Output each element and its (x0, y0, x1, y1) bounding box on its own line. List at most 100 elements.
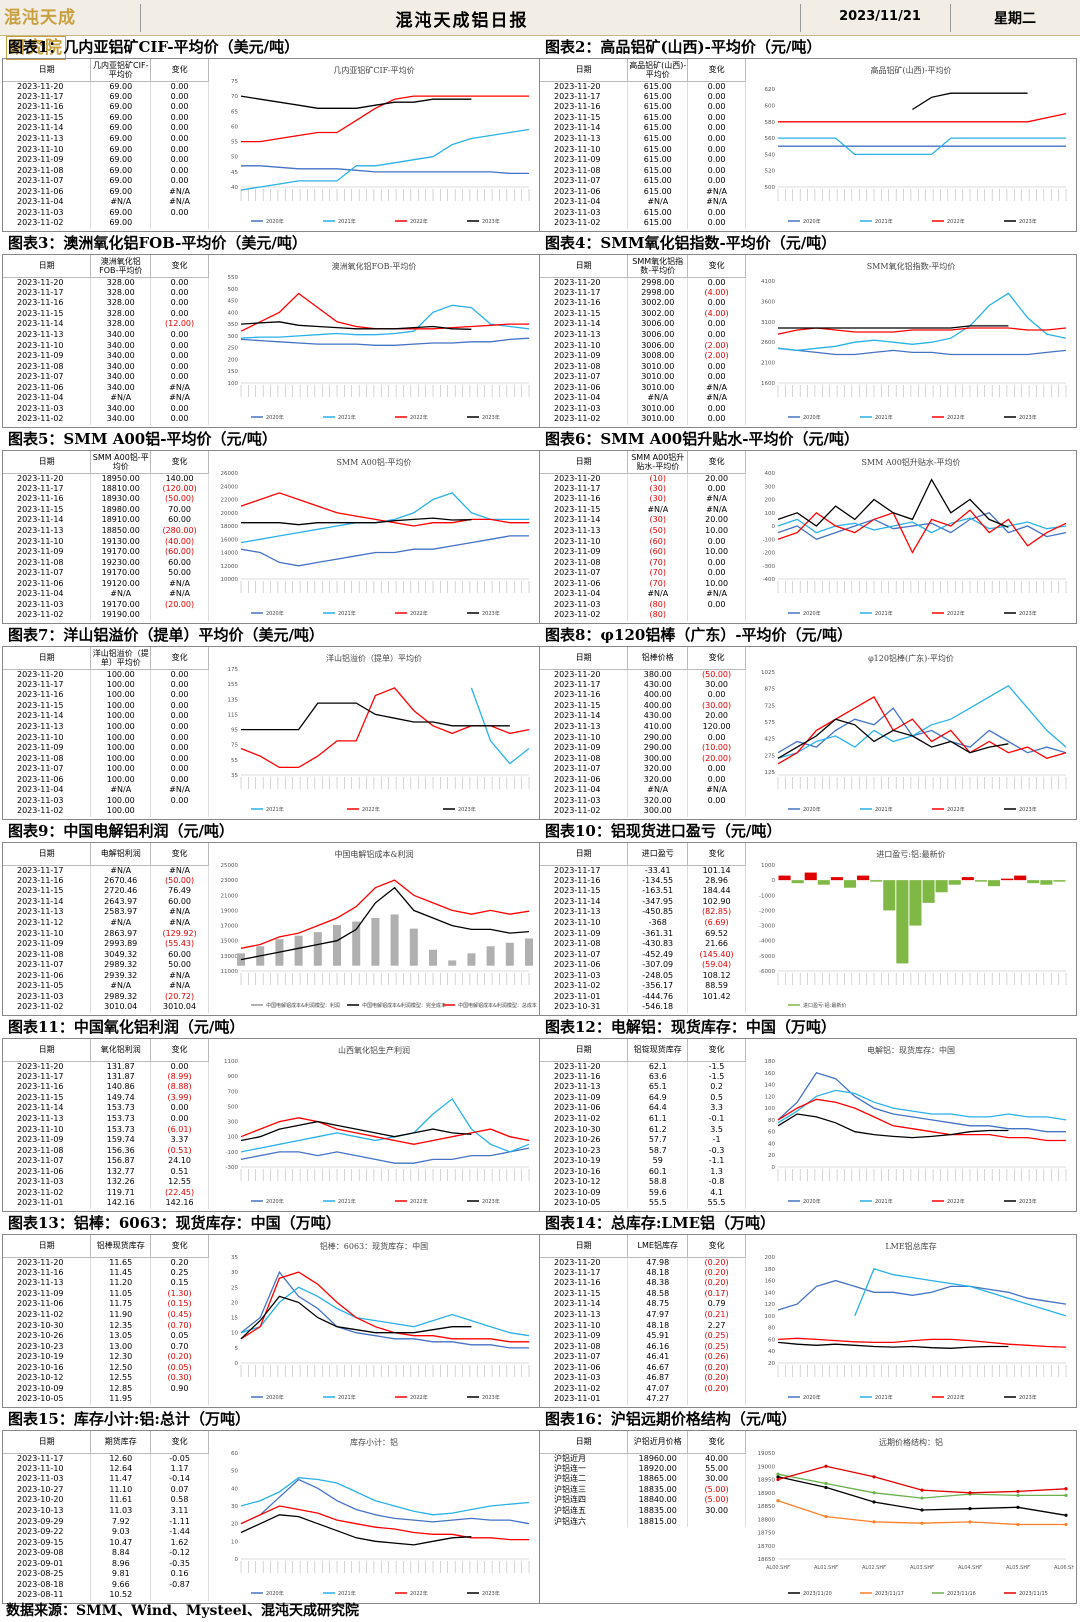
table-cell: 3010.00 (627, 371, 689, 383)
table-cell: 159.74 (90, 1134, 152, 1146)
table-cell: 2023-11-10 (3, 340, 92, 351)
table-cell: 100.00 (90, 732, 152, 743)
table-cell: 2720.46 (90, 886, 152, 897)
table-row: 2023-11-16 11.45 0.25 (3, 1267, 209, 1279)
table-cell: #N/A (150, 907, 209, 918)
table-row: 2023-11-09 290.00 (10.00) (540, 742, 746, 754)
y-tick-label: 0 (772, 524, 776, 530)
table-row: 2023-11-07 615.00 0.00 (540, 175, 746, 187)
y-tick-label: 175 (228, 667, 239, 673)
table-cell: 18840.00 (627, 1495, 689, 1506)
chart-svg: 山西氧化铝生产利润 1100 900 700 500 300 100 -100 -300 2020… (224, 1045, 530, 1205)
table-row: 2023-11-16 140.86 (8.88) (3, 1082, 209, 1093)
legend-label: 2021年 (338, 1590, 356, 1597)
y-tick-label: 55 (231, 758, 238, 764)
table-cell: 61.1 (627, 1113, 689, 1125)
table-row: 2023-11-02 300.00 (540, 806, 746, 817)
table-cell: 18815.00 (627, 1516, 689, 1527)
table-cell: 120.00 (687, 721, 746, 733)
bar (1014, 875, 1027, 881)
table-cell: 0.00 (687, 690, 746, 701)
table-cell: 153.73 (90, 1103, 152, 1114)
table-header: 变化 (150, 451, 209, 474)
table-cell: 12.30 (90, 1351, 152, 1363)
table-row: 2023-11-09 (60) 10.00 (540, 546, 746, 558)
table-cell (687, 1394, 746, 1405)
table-cell: 328.00 (90, 277, 152, 288)
y-tick-label: 1100 (224, 1059, 238, 1065)
table-cell: 47.27 (627, 1394, 689, 1405)
series-line (778, 137, 1066, 156)
legend-label: 2021年 (338, 218, 356, 225)
chart-svg: 中国电解铝成本&利润 25000 23000 21000 19000 17000 15000… (221, 849, 537, 1009)
table-row: 沪铝连四 18840.00 (5.00) (540, 1495, 746, 1506)
y-tick-label: 300 (228, 334, 239, 340)
series-line (240, 292, 529, 332)
table-cell: (60) (627, 546, 689, 558)
table-cell: 2023-11-20 (540, 1257, 629, 1268)
series-line (240, 1270, 529, 1349)
table-cell: 2023-11-09 (3, 938, 92, 950)
y-tick-label: -4000 (759, 939, 775, 945)
table-header: 变化 (150, 1235, 209, 1258)
table-cell: 18920.00 (627, 1463, 689, 1475)
table-cell: 2989.32 (90, 991, 152, 1003)
table-row: 2023-11-04 #N/A #N/A (540, 197, 746, 208)
legend-label: 2020年 (266, 414, 284, 421)
table-row: 2023-11-20 (10) 20.00 (540, 473, 746, 484)
table-cell: 615.00 (627, 144, 689, 155)
table-cell (150, 1590, 209, 1601)
table-cell: 3010.00 (627, 403, 689, 415)
table-cell: 153.73 (90, 1124, 152, 1135)
table-cell: 12.60 (90, 1453, 152, 1464)
y-tick-label: 5 (235, 1346, 239, 1352)
table-cell: 2023-11-20 (540, 1061, 629, 1072)
table-row: 2023-10-12 12.55 (0.30) (3, 1373, 209, 1384)
table-cell: 615.00 (627, 112, 689, 124)
table-cell: 2023-11-15 (540, 504, 629, 516)
table-cell: 300.00 (627, 806, 689, 817)
table-row: 2023-11-07 3010.00 0.00 (540, 371, 746, 383)
legend-label: 2020年 (266, 610, 284, 617)
table-header: 变化 (150, 59, 209, 82)
panel-title: 图表7：洋山铝溢价（提单）平均价（美元/吨） (8, 626, 324, 644)
table-cell: 2023-11-08 (540, 557, 629, 568)
chart-area: LME铝总库存 200 180 160 140 120 100 80 60 40 20 2020年 20… (748, 1235, 1076, 1407)
table-cell: 0.15 (150, 1278, 209, 1289)
table-cell: 2023-11-15 (3, 112, 92, 124)
y-tick-label: 140 (765, 1290, 776, 1296)
table-cell: 2023-11-08 (3, 949, 92, 960)
table-row: 2023-11-08 615.00 0.00 (540, 165, 746, 176)
series-line (778, 112, 1067, 123)
table-cell: 10.47 (90, 1537, 152, 1548)
table-cell: 320.00 (627, 774, 689, 786)
table-cell: 69.52 (687, 928, 746, 939)
legend-label: 2022年 (947, 806, 965, 813)
table-cell: 0.00 (150, 403, 209, 415)
table-cell: 59.6 (627, 1187, 689, 1199)
table-cell: -430.83 (627, 938, 689, 950)
table-cell: 149.74 (90, 1092, 152, 1104)
table-cell: 0.00 (150, 308, 209, 320)
table-cell: 0.51 (150, 1166, 209, 1178)
table-row: 2023-11-06 320.00 0.00 (540, 774, 746, 786)
table-cell: 100.00 (90, 795, 152, 807)
table-header: 日期 (540, 451, 629, 474)
panel-title: 图表15：库存小计:铝:总计（万吨） (8, 1410, 250, 1428)
table-row: 2023-11-08 300.00 (20.00) (540, 753, 746, 764)
table-cell: 10.52 (90, 1590, 152, 1601)
table-cell: (22.45) (150, 1187, 209, 1199)
series-line (240, 1295, 472, 1340)
table-cell: (10) (627, 473, 689, 484)
report-title: 混沌天成铝日报 (395, 11, 529, 31)
table-cell: 2023-10-16 (540, 1166, 629, 1178)
table-row: 2023-11-06 -307.09 (59.04) (540, 959, 746, 971)
table-cell: (5.00) (687, 1495, 746, 1506)
table-cell: 2023-11-17 (3, 865, 92, 876)
table-cell: (145.40) (687, 949, 746, 960)
table-row: 2023-11-20 615.00 0.00 (540, 81, 746, 92)
table-cell: -361.31 (627, 928, 689, 939)
legend-label: 2021年 (338, 1198, 356, 1205)
table-cell: 2023-11-17 (3, 1453, 92, 1464)
table-cell: 11.45 (90, 1267, 152, 1279)
